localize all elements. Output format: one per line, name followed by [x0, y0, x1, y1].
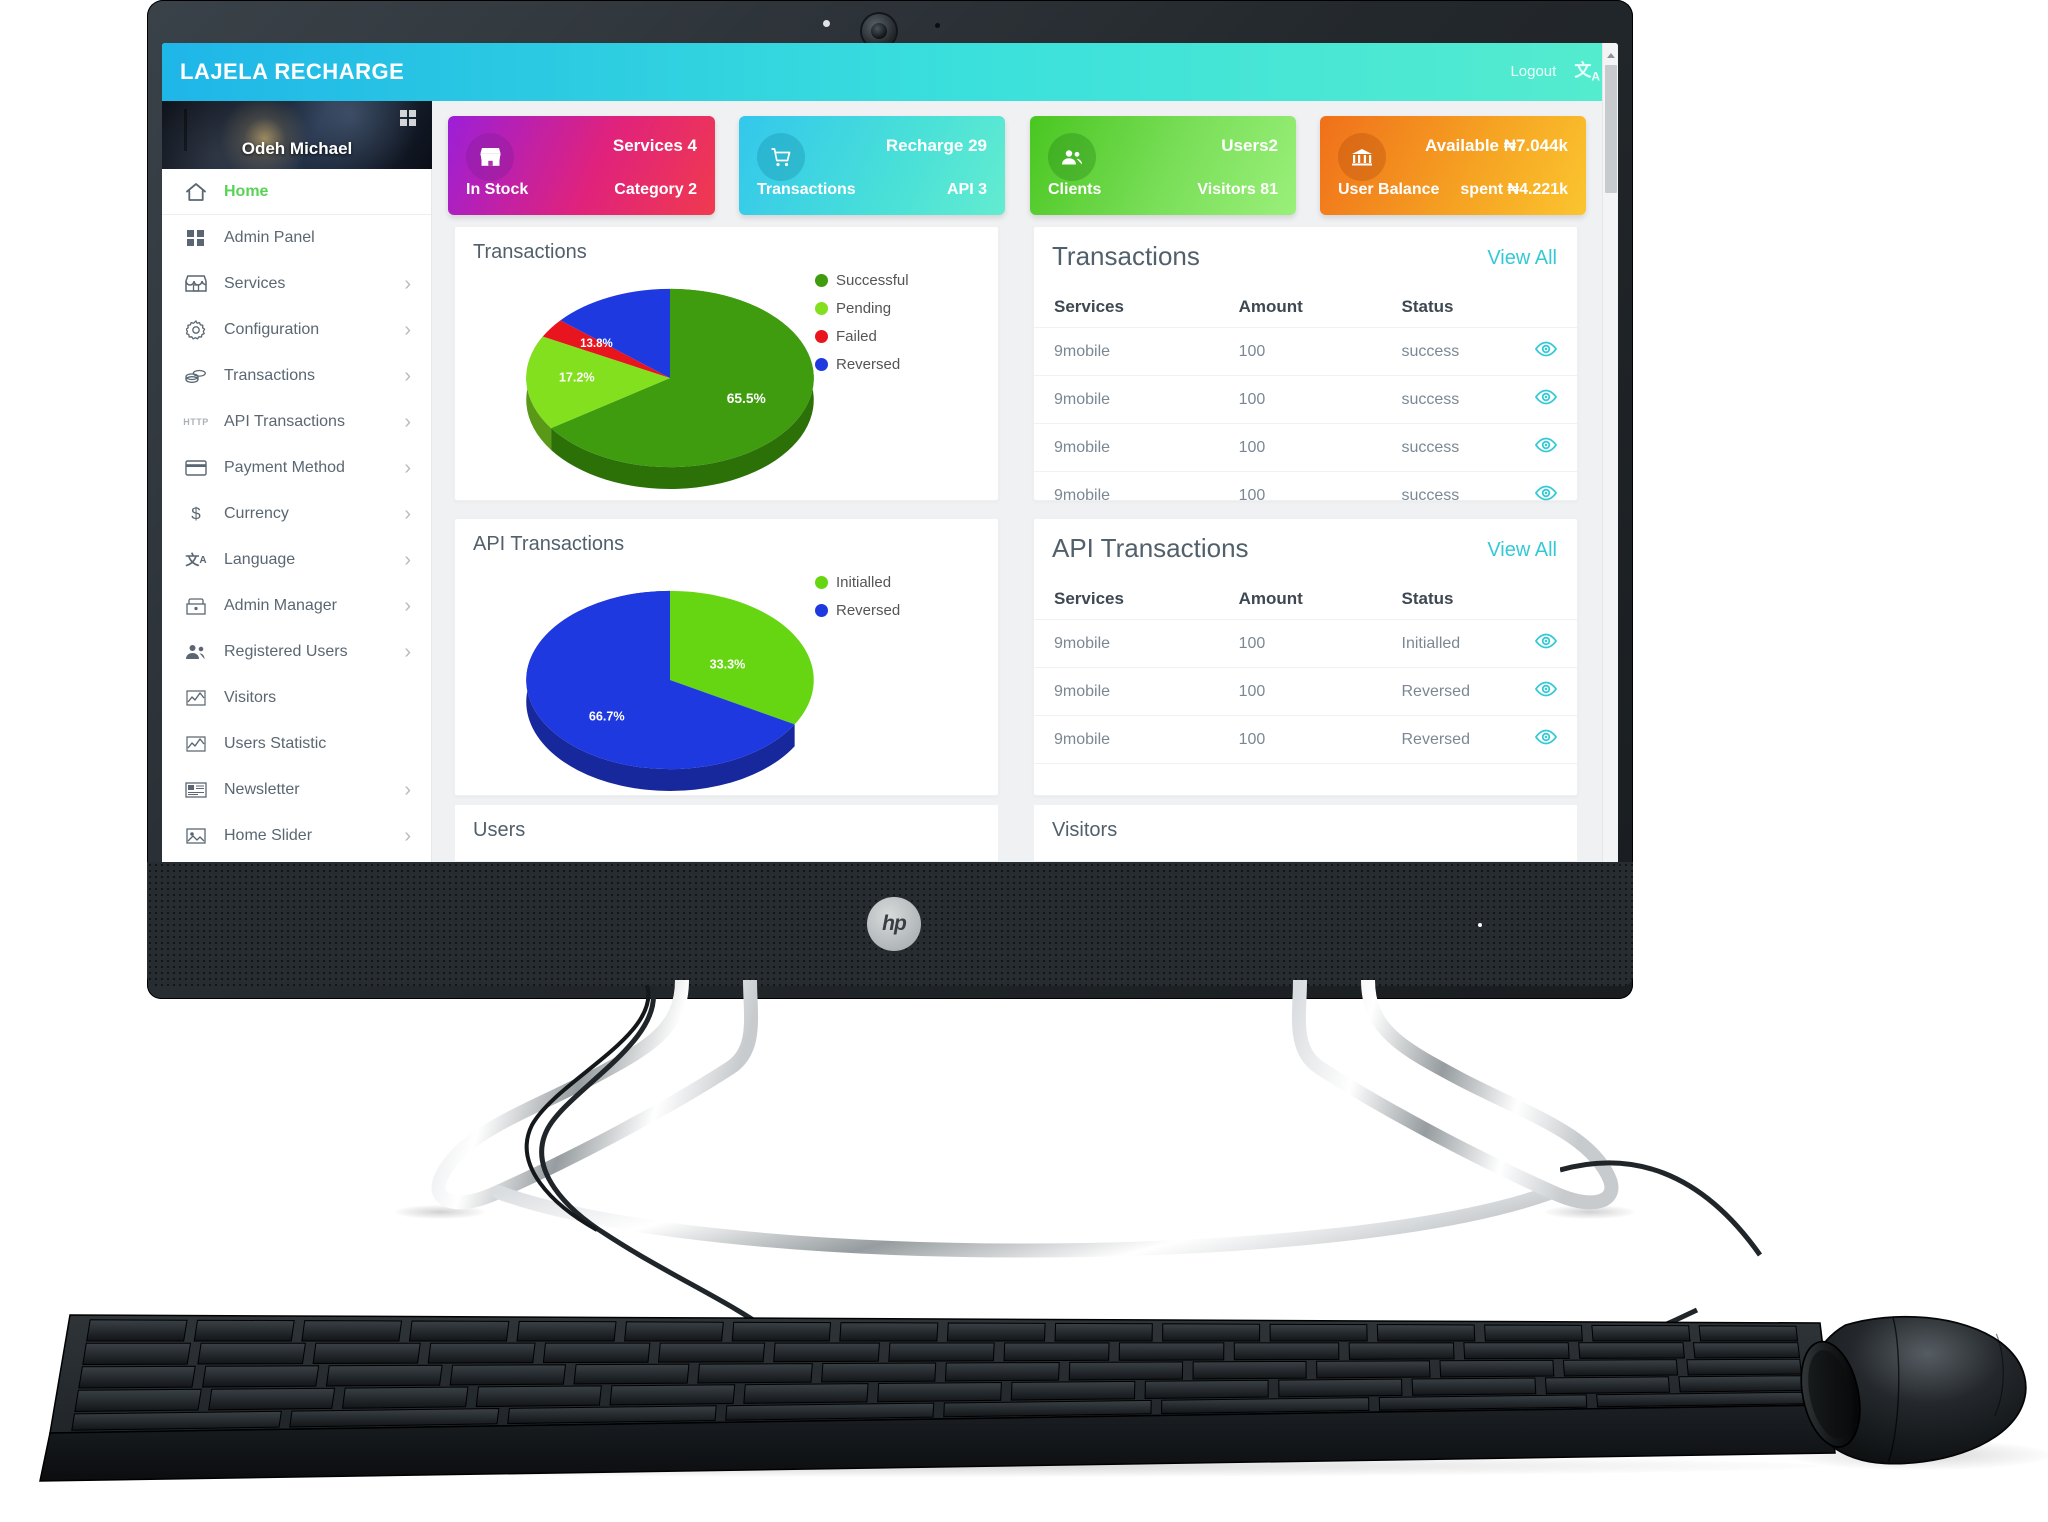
svg-text:13.8%: 13.8%: [580, 338, 613, 350]
svg-text:17.2%: 17.2%: [559, 370, 595, 384]
svg-text:66.7%: 66.7%: [589, 709, 625, 723]
svg-text:65.5%: 65.5%: [727, 391, 766, 406]
svg-text:33.3%: 33.3%: [710, 658, 746, 672]
